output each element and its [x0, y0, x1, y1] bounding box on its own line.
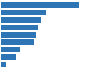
Bar [1, 17, 41, 23]
Bar [1, 39, 34, 45]
Bar [1, 47, 20, 52]
Bar [1, 10, 46, 15]
Bar [1, 25, 38, 30]
Bar [1, 62, 6, 67]
Bar [1, 54, 16, 60]
Bar [1, 32, 36, 38]
Bar [1, 2, 79, 8]
